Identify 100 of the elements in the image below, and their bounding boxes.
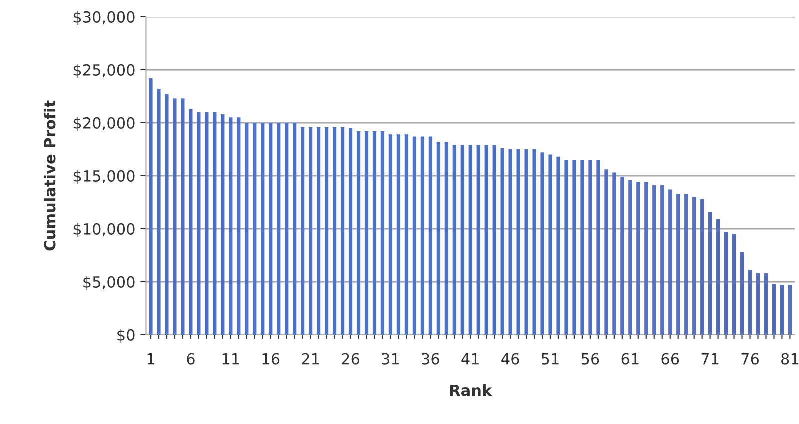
bar (396, 134, 400, 335)
bar (468, 145, 472, 335)
bar (149, 78, 153, 335)
bar (356, 131, 361, 335)
bar (165, 94, 169, 335)
bar (548, 154, 552, 335)
bar (620, 177, 624, 335)
bar (301, 127, 305, 335)
bar (404, 134, 408, 335)
bar (324, 127, 329, 335)
bar (285, 122, 289, 335)
bar (532, 149, 536, 335)
x-tick-label: 56 (582, 353, 600, 365)
bar (644, 182, 648, 335)
bar (388, 134, 393, 335)
bar (540, 152, 544, 335)
bar (788, 285, 792, 335)
bar (237, 118, 241, 335)
bar (604, 170, 608, 335)
y-tick-label: $20,000 (74, 117, 135, 132)
bar (277, 122, 281, 335)
bar (309, 127, 313, 335)
bar (452, 145, 456, 335)
bar (317, 127, 321, 335)
x-tick-label: 6 (187, 353, 195, 365)
bar (572, 160, 576, 335)
bar (700, 199, 704, 335)
y-tick-label: $15,000 (74, 170, 135, 184)
bar (724, 232, 728, 335)
bar (181, 98, 185, 335)
bar (269, 122, 273, 335)
x-tick-label: 71 (702, 353, 719, 365)
x-tick-label: 46 (502, 353, 520, 365)
x-tick-label: 76 (742, 353, 760, 365)
bar (348, 128, 353, 335)
y-tick-label: $30,000 (74, 11, 135, 26)
bar (652, 186, 656, 335)
bar (564, 160, 568, 335)
bar (588, 160, 592, 335)
bar (364, 131, 369, 335)
bar (764, 273, 768, 335)
y-tick-label: $0 (118, 329, 135, 344)
bar (213, 112, 217, 335)
bar (189, 109, 193, 335)
bar (420, 136, 424, 335)
x-tick-label: 31 (382, 353, 400, 365)
bar (221, 114, 225, 335)
x-tick-label: 51 (542, 353, 559, 365)
bar (596, 160, 600, 335)
bar (612, 172, 616, 335)
bar (516, 149, 520, 335)
bar (253, 122, 257, 335)
x-tick-label: 61 (622, 353, 639, 365)
x-tick-label: 26 (342, 353, 360, 365)
bar (556, 156, 560, 335)
bar (628, 180, 632, 335)
bar (500, 148, 504, 335)
bar (412, 136, 416, 335)
x-tick-label: 11 (222, 353, 240, 365)
bar (293, 122, 297, 335)
bar (261, 122, 265, 335)
bar (692, 197, 696, 335)
bar (332, 127, 337, 335)
bar (660, 186, 664, 335)
x-tick-label: 36 (422, 353, 440, 365)
bar (580, 160, 584, 335)
bar (684, 194, 688, 335)
bar (676, 194, 680, 335)
bar (524, 149, 528, 335)
bar (205, 112, 209, 335)
x-tick-label: 21 (302, 353, 320, 365)
bar (245, 122, 249, 335)
bar (636, 182, 640, 335)
bar (229, 118, 233, 335)
bar (780, 285, 784, 335)
x-tick-label: 81 (782, 353, 799, 365)
bar (492, 145, 496, 335)
bar (436, 142, 440, 335)
bar (340, 127, 345, 335)
bar (476, 145, 480, 335)
x-tick-label: 41 (462, 353, 479, 365)
bar (484, 145, 488, 335)
bar (197, 112, 201, 335)
x-tick-label: 66 (662, 353, 680, 365)
bar (732, 234, 736, 335)
x-tick-label: 16 (262, 353, 280, 365)
y-tick-label: $5,000 (84, 276, 135, 290)
bar (668, 190, 672, 335)
bar (508, 149, 512, 335)
bar (380, 131, 385, 335)
y-axis-title: Cumulative Profit (44, 100, 56, 251)
bar (157, 89, 161, 335)
bar (716, 219, 720, 335)
x-tick-label: 1 (148, 353, 154, 365)
bar (756, 273, 760, 335)
bar (372, 131, 377, 335)
bar (173, 98, 177, 335)
bar (740, 252, 744, 335)
bar (772, 284, 776, 335)
bar (460, 145, 464, 335)
